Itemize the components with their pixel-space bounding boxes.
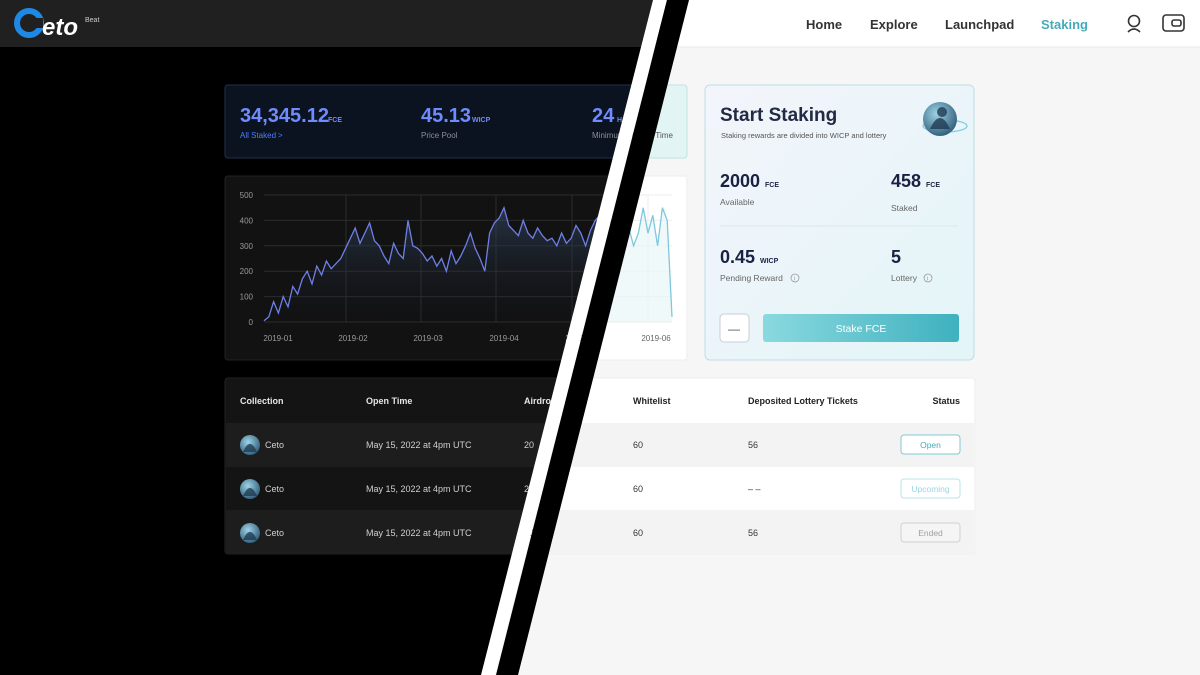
table-header-cell: Collection xyxy=(240,396,284,406)
wallet-icon[interactable] xyxy=(1162,14,1185,32)
chart-card: 0 100 200 300 400 500 2019-01 2019-02 2019-03 20… xyxy=(224,175,668,361)
chart-ytick-label: 400 xyxy=(240,216,254,225)
table-cell: Ceto xyxy=(265,484,284,494)
table-cell: Ceto xyxy=(265,528,284,538)
staked-unit: FCE xyxy=(926,182,940,189)
available-value: 2000 xyxy=(720,171,760,191)
svg-text:i: i xyxy=(794,277,795,283)
table-header-cell: Status xyxy=(932,396,960,406)
user-icon[interactable] xyxy=(1127,14,1141,33)
nav-home[interactable]: Home xyxy=(806,17,842,32)
staking-subtitle: Staking rewards are divided into WICP an… xyxy=(721,131,887,140)
collection-avatar xyxy=(240,435,260,455)
status-ended-button[interactable]: Ended xyxy=(900,522,961,543)
table-header-cell: Airdrop xyxy=(524,396,557,406)
pending-label: Pending Reward xyxy=(720,273,783,283)
pending-info-icon[interactable]: i xyxy=(790,273,800,283)
table-cell: 60 xyxy=(633,484,643,494)
lottery-info-icon[interactable]: i xyxy=(923,273,933,283)
collection-avatar xyxy=(240,523,260,543)
collection-avatar xyxy=(240,479,260,499)
lottery-label: Lottery xyxy=(891,273,918,283)
main-nav: Home Explore Launchpad Staking xyxy=(806,14,1185,33)
table-cell: 56 xyxy=(748,440,758,450)
status-buttons: Open Upcoming Ended xyxy=(900,434,961,543)
brand-badge: Beat xyxy=(85,17,99,24)
brand-logo[interactable]: eto Beat xyxy=(14,8,99,41)
staking-card: Start Staking Staking rewards are divide… xyxy=(704,84,975,361)
table-cell: – – xyxy=(748,484,761,494)
chart-ytick-label: 300 xyxy=(240,242,254,251)
table-cell: 60 xyxy=(633,440,643,450)
table-cell: 56 xyxy=(748,528,758,538)
table-header-cell: Whitelist xyxy=(633,396,671,406)
available-label: Available xyxy=(720,197,755,207)
lottery-value: 5 xyxy=(891,247,901,267)
chart-ytick-label: 100 xyxy=(240,293,254,302)
price-pool-value: 45.13 xyxy=(421,105,471,127)
min-time-unit: H xyxy=(617,117,622,124)
min-time-value: 24 xyxy=(592,105,615,127)
table-header-cell: Open Time xyxy=(366,396,412,406)
chart-xtick-label: 2019-06 xyxy=(641,334,671,343)
mascot-avatar xyxy=(922,102,968,136)
nav-explore[interactable]: Explore xyxy=(870,17,918,32)
brand-name: eto xyxy=(42,14,78,41)
available-unit: FCE xyxy=(765,182,779,189)
chart-area xyxy=(264,207,668,322)
svg-text:i: i xyxy=(927,277,928,283)
all-staked-unit: FCE xyxy=(328,117,342,124)
theme-divider xyxy=(481,0,689,675)
status-open-button[interactable]: Open xyxy=(900,434,961,455)
nav-launchpad[interactable]: Launchpad xyxy=(945,17,1014,32)
status-upcoming-button[interactable]: Upcoming xyxy=(900,478,961,499)
unstake-minus-button[interactable]: — xyxy=(719,313,750,343)
top-bar xyxy=(0,0,668,47)
chevron-right-icon: > xyxy=(278,131,283,140)
chart-xtick-label: 2019-04 xyxy=(489,334,519,343)
pending-unit: WICP xyxy=(760,258,779,265)
svg-text:Ended: Ended xyxy=(918,528,943,538)
nav-staking[interactable]: Staking xyxy=(1041,17,1088,32)
chart-ytick-label: 500 xyxy=(240,191,254,200)
staked-value: 458 xyxy=(891,171,921,191)
pending-value: 0.45 xyxy=(720,247,755,267)
table-header-cell: Deposited Lottery Tickets xyxy=(748,396,858,406)
price-pool-label: Price Pool xyxy=(421,131,458,140)
price-pool-unit: WICP xyxy=(472,117,491,124)
svg-text:Open: Open xyxy=(920,440,941,450)
table-cell: Ceto xyxy=(265,440,284,450)
table-cell: 20 xyxy=(524,440,534,450)
staked-label: Staked xyxy=(891,203,918,213)
chart-xtick-label: 2019-01 xyxy=(263,334,293,343)
table-cell: 60 xyxy=(633,528,643,538)
chart-ytick-label: 0 xyxy=(249,318,254,327)
svg-text:Stake FCE: Stake FCE xyxy=(836,323,887,335)
chart-ytick-label: 200 xyxy=(240,267,254,276)
table-cell: May 15, 2022 at 4pm UTC xyxy=(366,528,472,538)
all-staked-link[interactable]: All Staked > xyxy=(240,131,283,140)
table-cell: May 15, 2022 at 4pm UTC xyxy=(366,484,472,494)
chart-xtick-label: 2019-03 xyxy=(413,334,443,343)
staking-title: Start Staking xyxy=(720,105,837,126)
stats-card: 34,345.12 FCE All Staked > 45.13 WICP Pr… xyxy=(224,84,668,159)
table-cell: May 15, 2022 at 4pm UTC xyxy=(366,440,472,450)
stake-fce-button[interactable]: Stake FCE xyxy=(763,314,959,342)
svg-text:—: — xyxy=(728,322,740,336)
all-staked-value: 34,345.12 xyxy=(240,105,329,127)
svg-text:Upcoming: Upcoming xyxy=(911,484,950,494)
all-staked-label: All Staked xyxy=(240,131,276,140)
chart-xtick-label: 2019-02 xyxy=(338,334,368,343)
